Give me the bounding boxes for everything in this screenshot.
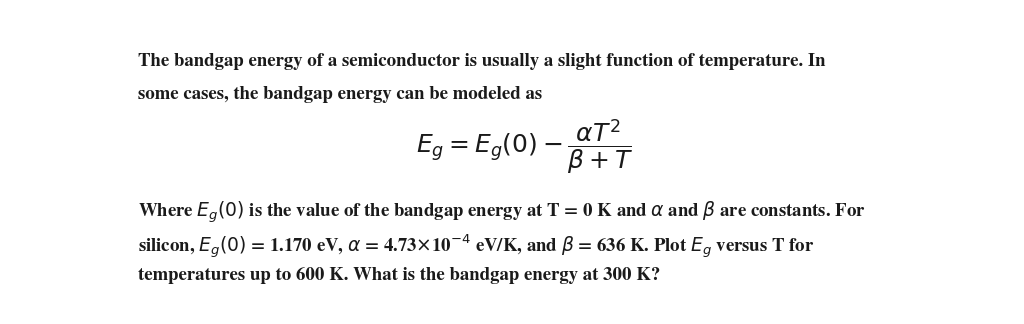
Text: some cases, the bandgap energy can be modeled as: some cases, the bandgap energy can be mo… — [137, 86, 542, 103]
Text: Where $E_g(0)$ is the value of the bandgap energy at T = 0 K and $\alpha$ and $\: Where $E_g(0)$ is the value of the bandg… — [137, 200, 865, 225]
Text: silicon, $E_g(0)$ = 1.170 eV, $\alpha$ = 4.73$\times$10$^{-4}$ eV/K, and $\beta$: silicon, $E_g(0)$ = 1.170 eV, $\alpha$ =… — [137, 234, 814, 261]
Text: temperatures up to 600 K. What is the bandgap energy at 300 K?: temperatures up to 600 K. What is the ba… — [137, 267, 659, 284]
Text: The bandgap energy of a semiconductor is usually a slight function of temperatur: The bandgap energy of a semiconductor is… — [137, 52, 825, 70]
Text: $E_g = E_g(0) - \dfrac{\alpha T^2}{\beta + T}$: $E_g = E_g(0) - \dfrac{\alpha T^2}{\beta… — [416, 118, 634, 177]
